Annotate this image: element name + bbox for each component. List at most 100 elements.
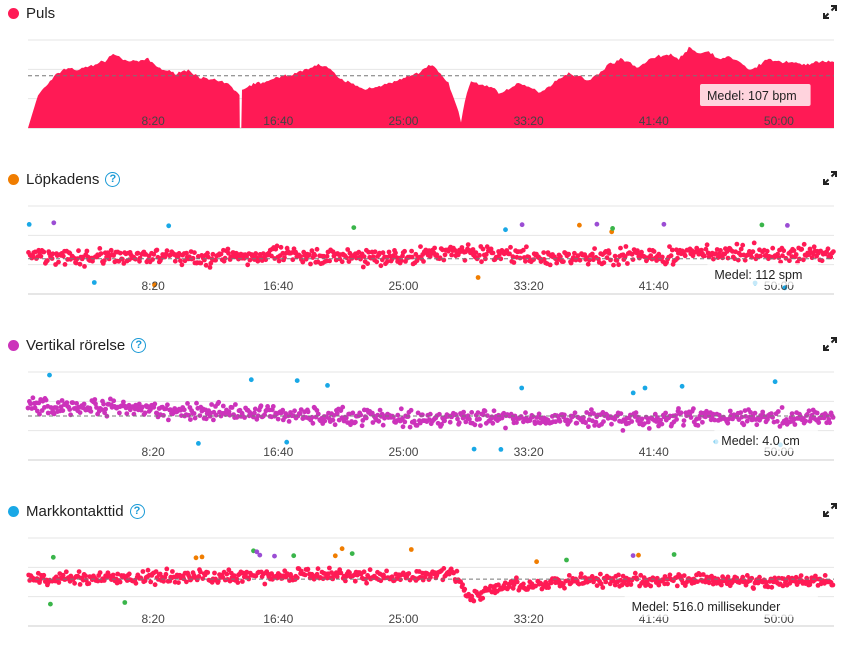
x-tick-label: 33:20 (514, 114, 544, 128)
data-point (564, 557, 569, 563)
data-point (623, 244, 629, 249)
data-point (700, 572, 706, 577)
data-point (135, 250, 141, 256)
expand-arrows-icon[interactable] (822, 336, 838, 352)
data-point (668, 253, 674, 259)
data-point (101, 258, 107, 263)
data-point (695, 579, 700, 584)
expand-arrows-icon[interactable] (822, 502, 838, 518)
data-point (315, 411, 321, 417)
data-point (274, 243, 280, 249)
data-point (713, 251, 718, 257)
data-point (115, 571, 121, 577)
data-point (609, 421, 614, 427)
data-point (99, 407, 104, 412)
data-point (439, 422, 444, 427)
data-point (402, 419, 408, 425)
data-point (642, 385, 648, 391)
data-point (769, 411, 774, 416)
heart-rate-area (28, 46, 834, 129)
data-point (583, 420, 588, 426)
data-point (41, 249, 47, 255)
data-point (638, 572, 644, 578)
data-point (98, 251, 104, 256)
data-point (298, 407, 304, 412)
data-point (226, 250, 231, 256)
data-point (442, 418, 447, 424)
data-point (215, 578, 221, 584)
data-point (675, 255, 680, 261)
question-circle-icon[interactable]: ? (131, 337, 147, 353)
data-point (133, 580, 139, 586)
data-point (161, 578, 167, 584)
data-point (138, 576, 144, 581)
data-point (630, 553, 636, 558)
data-point (514, 579, 520, 585)
data-point (245, 262, 251, 268)
question-circle-icon[interactable]: ? (105, 171, 121, 187)
question-circle-icon[interactable]: ? (129, 503, 145, 519)
data-point (244, 569, 250, 575)
expand-arrows-icon[interactable] (822, 170, 838, 186)
data-point (477, 416, 482, 422)
data-point (192, 250, 197, 255)
data-point (178, 258, 183, 264)
data-point (38, 253, 44, 259)
data-point (783, 255, 789, 261)
data-point (578, 571, 584, 577)
data-point (211, 417, 216, 423)
data-point (665, 581, 670, 587)
data-point (361, 569, 367, 575)
data-point (519, 385, 525, 391)
data-point (409, 254, 415, 260)
average-label-text: Medel: 4.0 cm (721, 434, 800, 448)
data-point (290, 257, 296, 263)
data-point (507, 584, 512, 590)
data-point (645, 419, 651, 425)
data-point (51, 220, 57, 226)
data-point (758, 253, 763, 259)
x-tick-label: 8:20 (141, 612, 165, 626)
data-point (780, 253, 785, 259)
data-point (28, 401, 33, 407)
data-point (772, 379, 778, 385)
data-point (409, 248, 414, 254)
data-point (475, 275, 481, 280)
data-point (377, 250, 382, 256)
data-point (586, 424, 591, 430)
data-point (198, 260, 204, 266)
data-point (671, 552, 677, 557)
data-point (801, 257, 806, 263)
data-point (351, 225, 357, 230)
data-point (616, 262, 621, 268)
data-point (601, 419, 606, 424)
expand-arrows-icon[interactable] (822, 4, 838, 20)
data-point (575, 253, 581, 259)
data-point (548, 580, 554, 586)
data-point (507, 251, 512, 257)
data-point (437, 411, 442, 417)
data-point (314, 408, 320, 413)
data-point (681, 422, 686, 428)
data-point (798, 573, 804, 578)
data-point (330, 417, 336, 423)
data-point (801, 241, 807, 247)
average-label-bg (624, 595, 818, 617)
data-point (750, 249, 756, 255)
data-point (523, 258, 528, 264)
data-point (498, 447, 504, 452)
data-marks (26, 220, 836, 291)
data-point (779, 405, 785, 410)
data-point (161, 413, 166, 418)
chart-puls: 8:20 16:40 25:00 33:20 41:40 50:00 Medel: 107 … (28, 39, 834, 129)
data-point (47, 372, 52, 378)
data-point (541, 250, 547, 255)
data-point (536, 411, 542, 417)
data-point (828, 254, 834, 260)
data-point (566, 573, 572, 578)
data-point (56, 259, 61, 265)
data-point (97, 246, 103, 251)
data-point (449, 252, 454, 258)
data-point (405, 414, 411, 419)
